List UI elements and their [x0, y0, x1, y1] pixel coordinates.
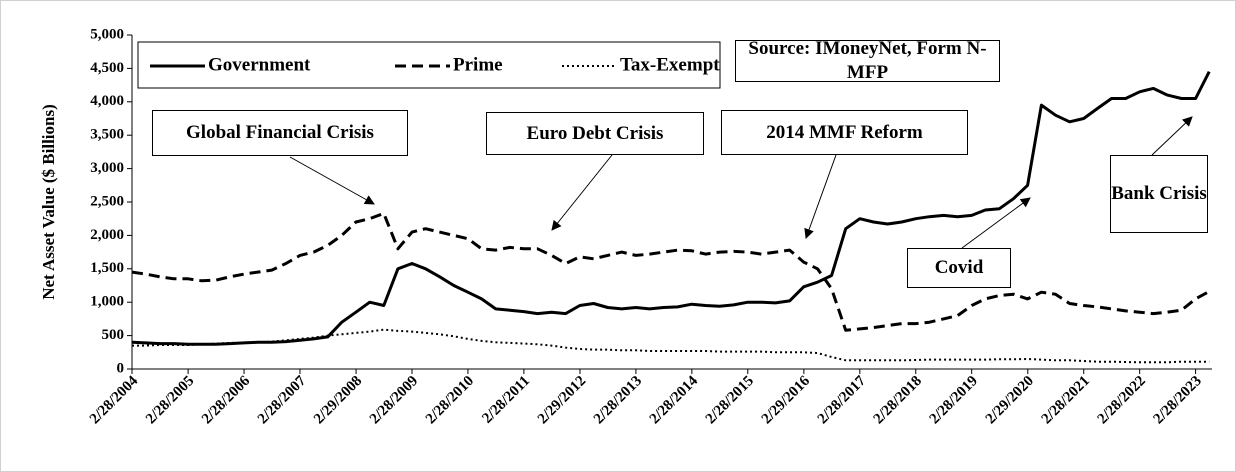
x-tick-label: 2/28/2011 — [479, 373, 533, 427]
annotation-arrow — [961, 197, 1031, 249]
legend-label: Government — [208, 54, 311, 75]
annotation-arrow — [804, 154, 837, 239]
y-tick-label: 1,000 — [90, 294, 124, 310]
y-tick-label: 0 — [117, 360, 125, 376]
x-tick-label: 2/28/2018 — [871, 373, 925, 427]
y-tick-label: 1,500 — [90, 260, 124, 276]
x-tick-label: 2/28/2009 — [367, 373, 421, 427]
x-tick-label: 2/29/2012 — [535, 373, 589, 427]
series-line — [132, 328, 1210, 364]
y-tick-label: 4,000 — [90, 93, 124, 109]
x-tick-label: 2/28/2007 — [255, 373, 310, 428]
x-tick-label: 2/28/2021 — [1039, 373, 1093, 427]
x-tick-label: 2/28/2019 — [927, 373, 981, 427]
y-tick-label: 2,000 — [90, 227, 124, 243]
legend-label: Tax-Exempt — [620, 54, 720, 75]
x-tick-label: 2/28/2023 — [1151, 373, 1205, 427]
x-tick-label: 2/28/2005 — [143, 373, 197, 427]
x-tick-label: 2/29/2020 — [983, 373, 1037, 427]
series-line — [131, 71, 1211, 346]
x-tick-label: 2/28/2004 — [87, 373, 142, 428]
x-tick-label: 2/28/2017 — [815, 373, 870, 428]
x-tick-label: 2/29/2016 — [759, 373, 814, 428]
y-tick-label: 5,000 — [90, 26, 124, 42]
y-tick-label: 500 — [102, 327, 125, 343]
annotation: Euro Debt Crisis — [486, 112, 704, 155]
legend-label: Prime — [453, 54, 503, 75]
annotation-arrow — [551, 154, 613, 231]
x-tick-label: 2/28/2014 — [647, 373, 702, 428]
annotation: Covid — [907, 248, 1011, 288]
source-note: Source: IMoneyNet, Form N-MFP — [735, 38, 1000, 83]
y-tick-label: 4,500 — [90, 60, 124, 76]
x-tick-label: 2/28/2015 — [703, 373, 757, 427]
y-tick-label: 2,500 — [90, 193, 124, 209]
y-tick-label: 3,000 — [90, 160, 124, 176]
annotation-arrow — [1151, 116, 1193, 156]
x-tick-label: 2/28/2013 — [591, 373, 645, 427]
x-tick-label: 2/28/2010 — [423, 373, 477, 427]
series-line — [131, 211, 1210, 332]
x-tick-label: 2/28/2006 — [199, 373, 254, 428]
y-tick-label: 3,500 — [90, 127, 124, 143]
x-tick-label: 2/28/2022 — [1095, 373, 1149, 427]
y-axis-label: Net Asset Value ($ Billions) — [39, 104, 58, 300]
annotation: Global Financial Crisis — [152, 110, 408, 156]
annotation: 2014 MMF Reform — [721, 110, 968, 155]
annotation: Bank Crisis — [1110, 155, 1208, 233]
annotation-arrow — [289, 156, 375, 205]
x-tick-label: 2/29/2008 — [311, 373, 365, 427]
